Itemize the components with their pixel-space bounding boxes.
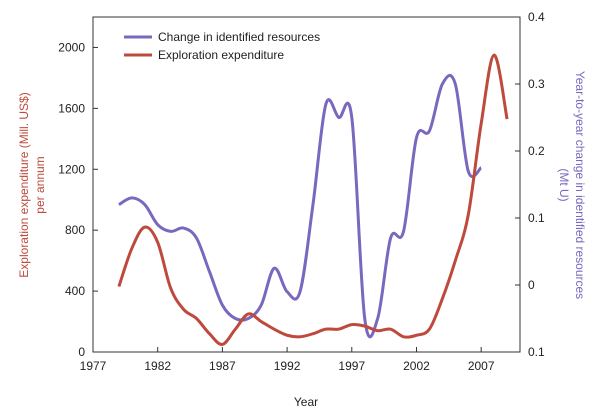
- x-tick-label: 1977: [80, 359, 107, 373]
- y2-axis-label-line: (Mt U): [557, 168, 571, 201]
- y-tick-label: 400: [65, 284, 85, 298]
- x-tick-label: 2007: [468, 359, 495, 373]
- series-line: [117, 53, 509, 346]
- y-tick-label: 800: [65, 223, 85, 237]
- legend-label: Exploration expenditure: [158, 48, 284, 62]
- legend-label: Change in identified resources: [158, 30, 320, 44]
- y2-tick-label: 0.1: [528, 345, 545, 359]
- y2-tick-label: 0.4: [528, 10, 545, 24]
- x-tick-label: 1987: [209, 359, 236, 373]
- x-tick-label: 2002: [403, 359, 430, 373]
- y2-tick-label: 0.3: [528, 77, 545, 91]
- y-tick-label: 0: [78, 345, 85, 359]
- y-tick-label: 2000: [58, 40, 85, 54]
- y2-axis-label: Year-to-year change in identified resour…: [557, 71, 587, 299]
- y2-axis-label-line: Year-to-year change in identified resour…: [573, 71, 587, 299]
- y-axis-label-line: per annum: [33, 156, 47, 213]
- y-tick-label: 1200: [58, 162, 85, 176]
- y-axis-label-line: Exploration expenditure (Mill. US$): [17, 92, 31, 277]
- series-line: [118, 74, 483, 339]
- plot-frame: [92, 16, 521, 353]
- y-axis-label: Exploration expenditure (Mill. US$) per a…: [17, 92, 47, 277]
- x-tick-label: 1982: [144, 359, 171, 373]
- x-axis-label: Year: [294, 395, 318, 409]
- y2-tick-label: 0.2: [528, 144, 545, 158]
- y-tick-label: 1600: [58, 101, 85, 115]
- x-tick-label: 1997: [338, 359, 365, 373]
- x-tick-label: 1992: [274, 359, 301, 373]
- y2-tick-label: 0: [528, 278, 535, 292]
- y2-tick-label: 0.1: [528, 211, 545, 225]
